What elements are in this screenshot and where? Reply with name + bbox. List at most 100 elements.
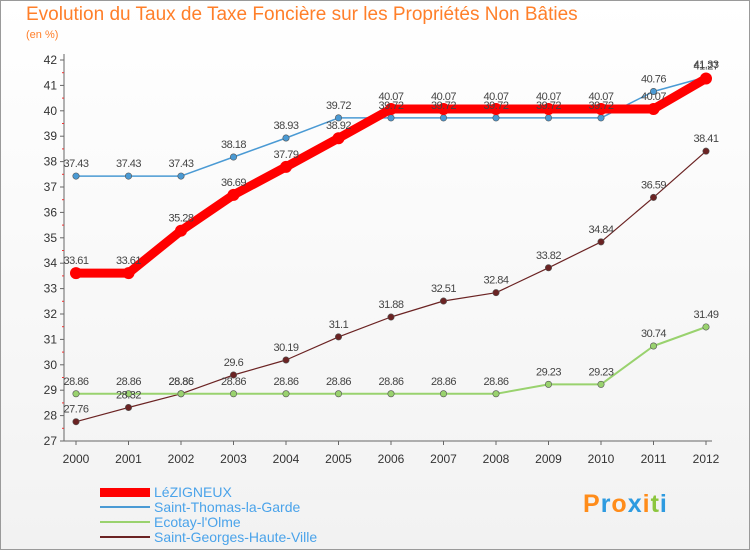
data-label: 40.07 <box>536 91 561 103</box>
data-label: 27.76 <box>63 404 88 416</box>
data-label: 39.72 <box>378 100 403 112</box>
data-point <box>280 160 292 173</box>
data-point <box>542 103 555 116</box>
logo-letter: t <box>650 490 660 518</box>
legend-item: Saint-Georges-Haute-Ville <box>100 529 400 545</box>
x-tick-label: 2001 <box>115 452 142 466</box>
data-point <box>492 390 500 398</box>
logo-letter: P <box>583 490 601 518</box>
data-label: 36.59 <box>641 179 666 191</box>
data-label: 37.43 <box>116 158 141 170</box>
x-tick-label: 2004 <box>273 452 300 466</box>
legend-swatch <box>100 506 150 508</box>
legend-item: LéZIGNEUX <box>100 484 400 500</box>
data-label: 28.86 <box>483 376 508 388</box>
data-label: 29.23 <box>536 366 561 378</box>
data-point <box>702 147 710 155</box>
data-label: 28.86 <box>326 376 351 388</box>
data-point <box>122 267 135 280</box>
data-point <box>544 264 552 272</box>
data-label: 32.84 <box>483 275 508 287</box>
data-label: 33.82 <box>536 250 561 262</box>
legend-item: Saint-Thomas-la-Garde <box>100 499 400 515</box>
data-point <box>175 224 187 237</box>
legend-swatch <box>100 487 150 497</box>
data-point <box>332 132 345 145</box>
data-label: 28.86 <box>221 376 246 388</box>
y-tick-label: 35 <box>44 231 58 245</box>
data-label: 28.86 <box>168 376 193 388</box>
data-point <box>72 172 80 180</box>
x-tick-label: 2000 <box>63 452 90 466</box>
logo-letter: x <box>627 490 643 518</box>
data-label: 37.43 <box>63 158 88 170</box>
y-tick-label: 33 <box>44 282 58 296</box>
data-point <box>227 188 240 201</box>
x-tick-label: 2011 <box>641 452 667 466</box>
data-label: 39.72 <box>431 100 456 112</box>
data-label: 29.23 <box>588 366 613 378</box>
y-tick-label: 42 <box>44 53 58 67</box>
data-point <box>177 390 185 398</box>
data-label: 31.88 <box>378 299 403 311</box>
legend-label: Saint-Georges-Haute-Ville <box>154 529 318 545</box>
data-point <box>544 380 552 388</box>
chart-subtitle: (en %) <box>26 29 59 41</box>
data-point <box>125 172 133 180</box>
chart-title: Evolution du Taux de Taxe Foncière sur l… <box>26 4 578 25</box>
x-tick-label: 2012 <box>693 452 720 466</box>
data-point <box>647 103 660 116</box>
logo-letter: r <box>600 490 612 518</box>
data-point <box>230 371 238 379</box>
data-point <box>700 72 712 85</box>
y-tick-label: 28 <box>44 409 58 423</box>
y-tick-label: 27 <box>44 434 58 448</box>
data-point <box>702 323 710 331</box>
data-label: 41.27 <box>693 61 718 73</box>
data-label: 39.72 <box>326 100 351 112</box>
data-label: 28.32 <box>116 389 141 401</box>
data-point <box>72 390 80 398</box>
y-tick-label: 34 <box>44 256 58 270</box>
data-point <box>649 87 657 95</box>
data-point <box>437 103 450 116</box>
data-point <box>282 390 290 398</box>
data-label: 40.07 <box>378 91 403 103</box>
data-label: 40.07 <box>431 91 456 103</box>
data-point <box>387 114 395 122</box>
data-point <box>334 390 342 398</box>
data-label: 40.07 <box>483 91 508 103</box>
data-label: 40.07 <box>588 91 613 103</box>
data-point <box>597 114 605 122</box>
legend-swatch <box>100 521 150 523</box>
x-tick-label: 2002 <box>168 452 195 466</box>
data-label: 40.76 <box>641 73 666 85</box>
data-point <box>649 342 657 350</box>
data-label: 28.86 <box>116 376 141 388</box>
y-tick-label: 31 <box>44 332 58 346</box>
data-label: 39.72 <box>483 100 508 112</box>
data-label: 37.79 <box>273 149 298 161</box>
data-point <box>230 390 238 398</box>
data-point <box>72 418 80 426</box>
x-tick-label: 2007 <box>430 452 457 466</box>
data-point <box>595 103 607 116</box>
x-tick-label: 2003 <box>220 452 247 466</box>
data-label: 28.86 <box>63 376 88 388</box>
data-point <box>439 390 447 398</box>
data-point <box>125 403 133 411</box>
data-label: 30.74 <box>641 328 666 340</box>
data-label: 39.72 <box>588 100 613 112</box>
data-point <box>282 356 290 364</box>
data-point <box>492 289 500 297</box>
data-point <box>387 390 395 398</box>
data-label: 28.86 <box>168 376 193 388</box>
data-point <box>439 114 447 122</box>
y-tick-label: 32 <box>44 307 58 321</box>
y-tick-label: 41 <box>44 78 58 92</box>
data-label: 28.86 <box>431 376 456 388</box>
data-point <box>334 114 342 122</box>
data-label: 38.92 <box>326 120 351 132</box>
data-point <box>597 238 605 246</box>
